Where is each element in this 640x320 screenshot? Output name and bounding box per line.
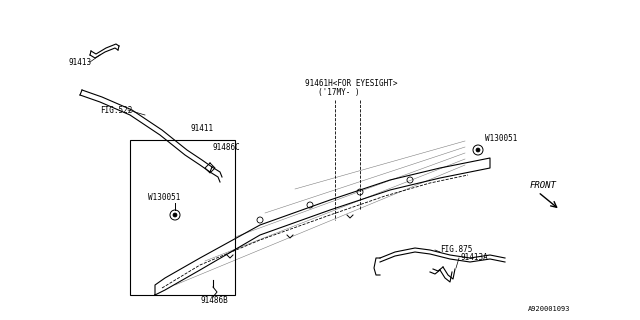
Text: FIG.875: FIG.875 [440, 245, 472, 254]
Bar [130, 140, 235, 295]
Circle shape [173, 213, 177, 217]
Text: FRONT: FRONT [530, 180, 557, 189]
Text: W130051: W130051 [148, 194, 180, 203]
Text: 91461H<FOR EYESIGHT>: 91461H<FOR EYESIGHT> [305, 79, 397, 88]
Text: 91413A: 91413A [460, 253, 488, 262]
Text: ('17MY- ): ('17MY- ) [318, 88, 360, 97]
Text: 91411: 91411 [190, 124, 213, 133]
Text: A920001093: A920001093 [527, 306, 570, 312]
Text: 91413: 91413 [68, 58, 91, 67]
Text: FIG.522: FIG.522 [100, 106, 132, 115]
Text: 91486B: 91486B [200, 296, 228, 305]
Text: 91486C: 91486C [212, 143, 240, 152]
Text: W130051: W130051 [485, 133, 517, 142]
Circle shape [476, 148, 480, 152]
